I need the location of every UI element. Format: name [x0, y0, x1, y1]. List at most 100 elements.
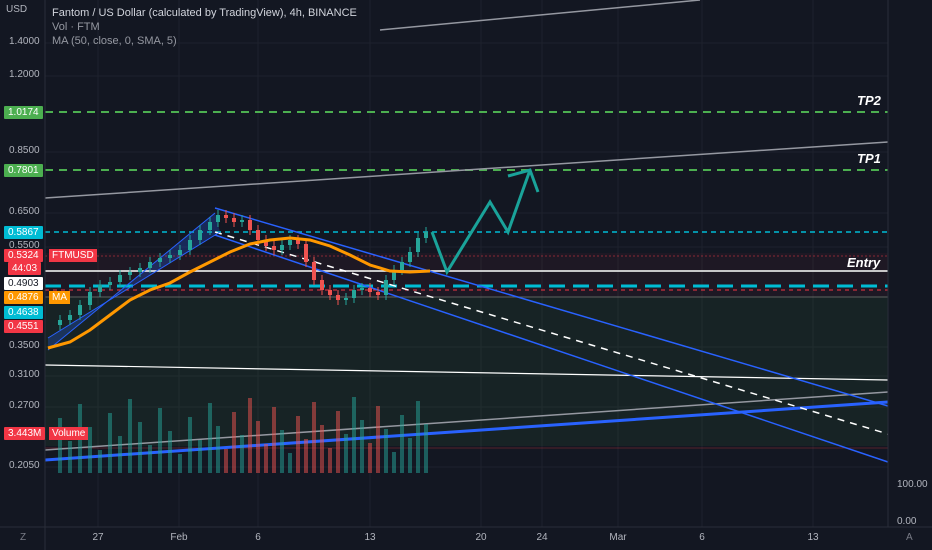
- candle-body: [328, 290, 332, 295]
- candle-body: [360, 288, 364, 290]
- volume-bar: [178, 454, 182, 473]
- candle-body: [108, 282, 112, 285]
- volume-bar: [108, 413, 112, 473]
- candle-body: [78, 305, 82, 315]
- candle-body: [188, 240, 192, 250]
- projection-arrowhead: [507, 168, 540, 193]
- volume-bar: [368, 443, 372, 473]
- volume-bar: [208, 403, 212, 473]
- volume-bar: [168, 431, 172, 473]
- tp1-annotation: TP1: [857, 151, 881, 166]
- candle-body: [216, 215, 220, 222]
- volume-bar: [148, 445, 152, 473]
- candle-body: [336, 295, 340, 300]
- candle-body: [424, 232, 428, 238]
- candle-body: [118, 275, 122, 282]
- volume-bar: [248, 398, 252, 473]
- candle-body: [232, 218, 236, 222]
- symbol-tag: FTMUSD: [49, 249, 97, 262]
- x-tick: 24: [536, 532, 548, 543]
- candle-body: [384, 280, 388, 295]
- rising-channel-top: [47, 212, 216, 351]
- candle-body: [128, 272, 132, 275]
- volume-value-label: 3.443M: [4, 427, 46, 440]
- y-tick: 1.2000: [9, 69, 40, 80]
- falling-channel-bottom: [214, 234, 889, 463]
- volume-bar: [320, 425, 324, 473]
- volume-bar: [198, 440, 202, 473]
- volume-bar: [58, 418, 62, 473]
- candle-body: [178, 250, 182, 255]
- volume-bar: [312, 402, 316, 473]
- candle-body: [88, 292, 92, 305]
- volume-bar: [296, 416, 300, 473]
- falling-channel-midline: [214, 231, 889, 435]
- currency-label: USD: [6, 4, 28, 15]
- volume-bar: [400, 415, 404, 473]
- price-label-stop: 0.4551: [4, 320, 43, 333]
- volume-bar: [344, 434, 348, 473]
- x-tick: 6: [699, 532, 705, 543]
- candle-body: [240, 220, 244, 222]
- upper-grey-trendline: [44, 141, 889, 199]
- y-tick: 0.3100: [9, 369, 40, 380]
- candle-body: [344, 298, 348, 300]
- x-tick: 13: [807, 532, 819, 543]
- volume-bar: [68, 441, 72, 473]
- chart-title: Fantom / US Dollar (calculated by Tradin…: [52, 7, 357, 19]
- projection-path: [430, 169, 532, 276]
- price-label-ma: 0.4876: [4, 291, 43, 304]
- volume-bar: [304, 439, 308, 473]
- volume-bar: [376, 406, 380, 473]
- auto-scale-button[interactable]: A: [906, 532, 913, 543]
- x-tick: Feb: [170, 532, 188, 543]
- ma-legend: MA (50, close, 0, SMA, 5): [52, 35, 177, 47]
- volume-bar: [98, 450, 102, 473]
- candle-body: [158, 258, 162, 262]
- candle-body: [58, 320, 62, 325]
- volume-bar: [138, 422, 142, 473]
- price-label-tp2: 1.0174: [4, 106, 43, 119]
- long-term-support-line: [44, 400, 889, 462]
- countdown-label: 44:03: [8, 262, 42, 275]
- volume-bar: [384, 429, 388, 473]
- lower-grey-trendline: [44, 391, 889, 451]
- zoom-button[interactable]: Z: [20, 532, 27, 543]
- volume-bar: [424, 424, 428, 473]
- top-grey-trendline: [379, 0, 701, 31]
- candle-body: [168, 255, 172, 258]
- volume-bar: [158, 408, 162, 473]
- volume-bar: [240, 435, 244, 473]
- candle-body: [408, 252, 412, 262]
- volume-bar: [232, 412, 236, 473]
- y-tick: 0.2050: [9, 460, 40, 471]
- candle-body: [400, 262, 404, 270]
- volume-bar: [256, 421, 260, 473]
- volume-bar: [352, 397, 356, 473]
- price-label-last: 0.5324: [4, 249, 43, 262]
- x-tick: 13: [364, 532, 376, 543]
- price-label-support: 0.4638: [4, 306, 43, 319]
- x-tick: 6: [255, 532, 261, 543]
- candle-body: [256, 230, 260, 240]
- volume-bar: [360, 420, 364, 473]
- entry-annotation: Entry: [847, 255, 881, 270]
- y-tick: 0.8500: [9, 145, 40, 156]
- chart-legend: Fantom / US Dollar (calculated by Tradin…: [52, 6, 357, 48]
- candle-body: [320, 280, 324, 290]
- volume-tag: Volume: [49, 427, 89, 440]
- volume-bar: [188, 417, 192, 473]
- y-tick: 0.2700: [9, 400, 40, 411]
- candle-body: [304, 244, 308, 262]
- volume-axis-tick: 100.00: [897, 479, 928, 490]
- volume-bar: [118, 436, 122, 473]
- candle-body: [288, 240, 292, 245]
- volume-bar: [272, 407, 276, 473]
- x-tick: 20: [475, 532, 487, 543]
- candle-body: [148, 262, 152, 268]
- y-tick: 0.3500: [9, 340, 40, 351]
- profit-zone: [45, 296, 888, 446]
- volume-bar: [408, 438, 412, 473]
- volume-bar: [224, 449, 228, 473]
